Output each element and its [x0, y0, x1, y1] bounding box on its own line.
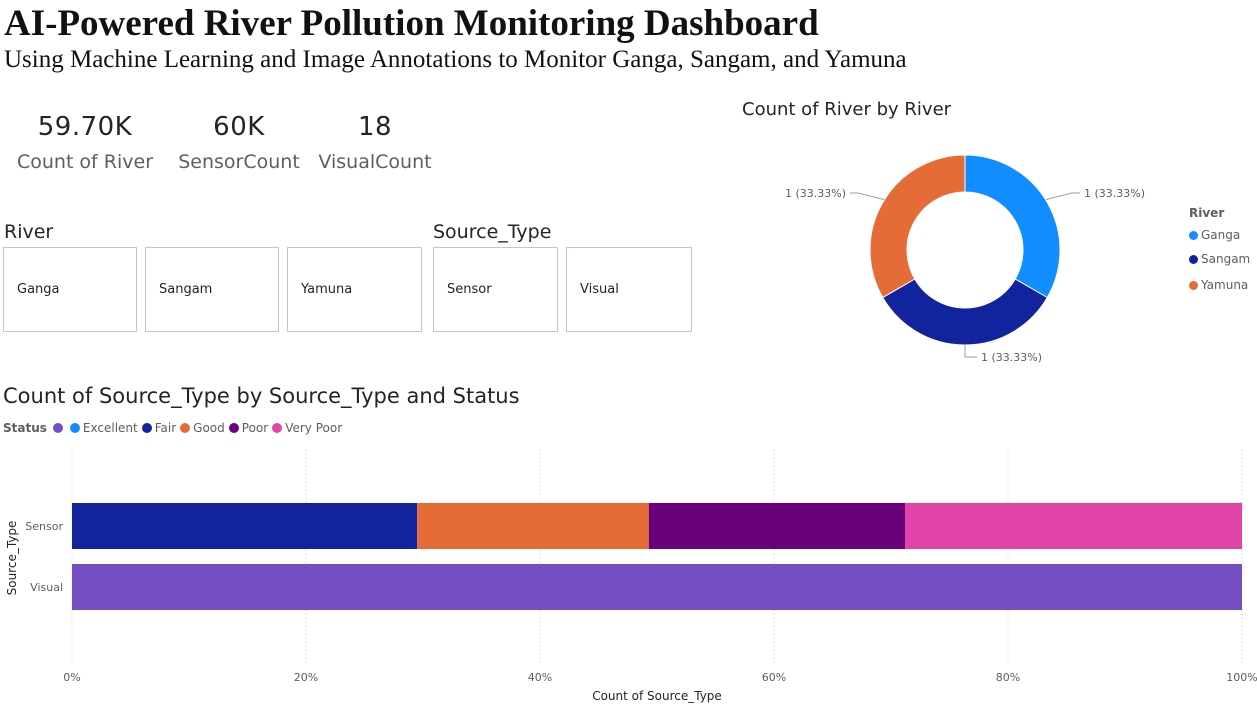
- kpi-card-visual-count[interactable]: 18 VisualCount: [312, 112, 438, 184]
- legend-item-yamuna[interactable]: Yamuna: [1189, 278, 1248, 292]
- donut-chart-title: Count of River by River: [742, 99, 952, 120]
- x-tick-label: 80%: [996, 671, 1020, 684]
- legend-label-excellent: Excellent: [82, 421, 138, 435]
- donut-slice-sangam[interactable]: [882, 278, 1048, 346]
- bar-segment-sensor-good[interactable]: [417, 503, 649, 549]
- donut-data-label: 1 (33.33%): [1084, 187, 1145, 200]
- legend-dot-very-poor[interactable]: [272, 423, 283, 433]
- slicer-tile-yamuna[interactable]: Yamuna: [287, 247, 422, 332]
- legend-label-poor: Poor: [241, 421, 269, 435]
- legend-dot-fair[interactable]: [141, 423, 152, 433]
- legend-label-good: Good: [193, 421, 225, 435]
- kpi-value: 18: [357, 112, 393, 142]
- legend-label: Ganga: [1201, 228, 1241, 242]
- y-axis-title: Source_Type: [5, 521, 19, 596]
- slicer-tile-visual[interactable]: Visual: [566, 247, 692, 332]
- legend-item-sangam[interactable]: Sangam: [1189, 252, 1250, 266]
- kpi-value: 60K: [213, 112, 265, 142]
- bar-segment-sensor-fair[interactable]: [72, 503, 418, 549]
- x-tick-label: 20%: [294, 671, 318, 684]
- river-slicer-title: River: [4, 221, 54, 243]
- legend-label-very-poor: Very Poor: [285, 421, 343, 435]
- kpi-label: VisualCount: [318, 151, 432, 173]
- donut-legend-title: River: [1189, 206, 1225, 220]
- donut-leader-line: [964, 345, 977, 358]
- bar-legend-title: Status: [3, 421, 47, 435]
- bar-segment-visual-blank[interactable]: [72, 564, 1242, 610]
- bar-segment-sensor-poor[interactable]: [648, 503, 906, 549]
- x-tick-label: 100%: [1226, 671, 1257, 684]
- donut-leader-line: [850, 192, 885, 201]
- donut-slice-ganga[interactable]: [964, 154, 1061, 299]
- kpi-card-count-of-river[interactable]: 59.70K Count of River: [10, 112, 160, 184]
- source-type-slicer-title: Source_Type: [433, 221, 552, 243]
- x-axis-title: Count of Source_Type: [592, 689, 722, 703]
- legend-item-ganga[interactable]: Ganga: [1189, 228, 1240, 242]
- legend-dot: [1189, 280, 1198, 290]
- donut-chart[interactable]: 1 (33.33%) 1 (33.33%) 1 (33.33%): [780, 140, 1180, 375]
- legend-dot-good[interactable]: [180, 423, 191, 433]
- x-tick-label: 60%: [762, 671, 786, 684]
- x-tick-label: 0%: [63, 671, 80, 684]
- kpi-label: SensorCount: [178, 151, 300, 173]
- bar-legend: Status Excellent Fair Good Poor Very Poo…: [3, 421, 346, 435]
- legend-label-fair: Fair: [154, 421, 177, 435]
- bar-chart-title: Count of Source_Type by Source_Type and …: [3, 384, 520, 408]
- slicer-tile-sangam[interactable]: Sangam: [145, 247, 279, 332]
- donut-data-label: 1 (33.33%): [785, 187, 846, 200]
- slicer-tile-sensor[interactable]: Sensor: [433, 247, 558, 332]
- legend-label: Sangam: [1201, 252, 1251, 266]
- bar-segment-sensor-very-poor[interactable]: [905, 503, 1242, 549]
- page-title: AI-Powered River Pollution Monitoring Da…: [4, 3, 819, 44]
- legend-dot: [1189, 254, 1198, 264]
- stacked-bar-chart[interactable]: 0% 20% 40% 60% 80% 100% Sensor Visual Count of S…: [0, 440, 1257, 705]
- y-tick-label: Sensor: [25, 520, 63, 533]
- legend-dot-blank[interactable]: [52, 423, 63, 433]
- y-tick-label: Visual: [30, 581, 63, 594]
- legend-dot: [1189, 230, 1198, 240]
- donut-slice-yamuna[interactable]: [869, 154, 966, 299]
- legend-dot-poor[interactable]: [228, 423, 239, 433]
- kpi-label: Count of River: [16, 151, 154, 173]
- page-subtitle: Using Machine Learning and Image Annotat…: [4, 46, 907, 73]
- kpi-card-sensor-count[interactable]: 60K SensorCount: [170, 112, 308, 184]
- slicer-tile-ganga[interactable]: Ganga: [3, 247, 137, 332]
- donut-data-label: 1 (33.33%): [981, 351, 1042, 364]
- donut-leader-line: [1045, 192, 1080, 201]
- kpi-value: 59.70K: [37, 112, 133, 142]
- legend-dot-excellent[interactable]: [69, 423, 80, 433]
- x-tick-label: 40%: [528, 671, 552, 684]
- legend-label: Yamuna: [1201, 278, 1249, 292]
